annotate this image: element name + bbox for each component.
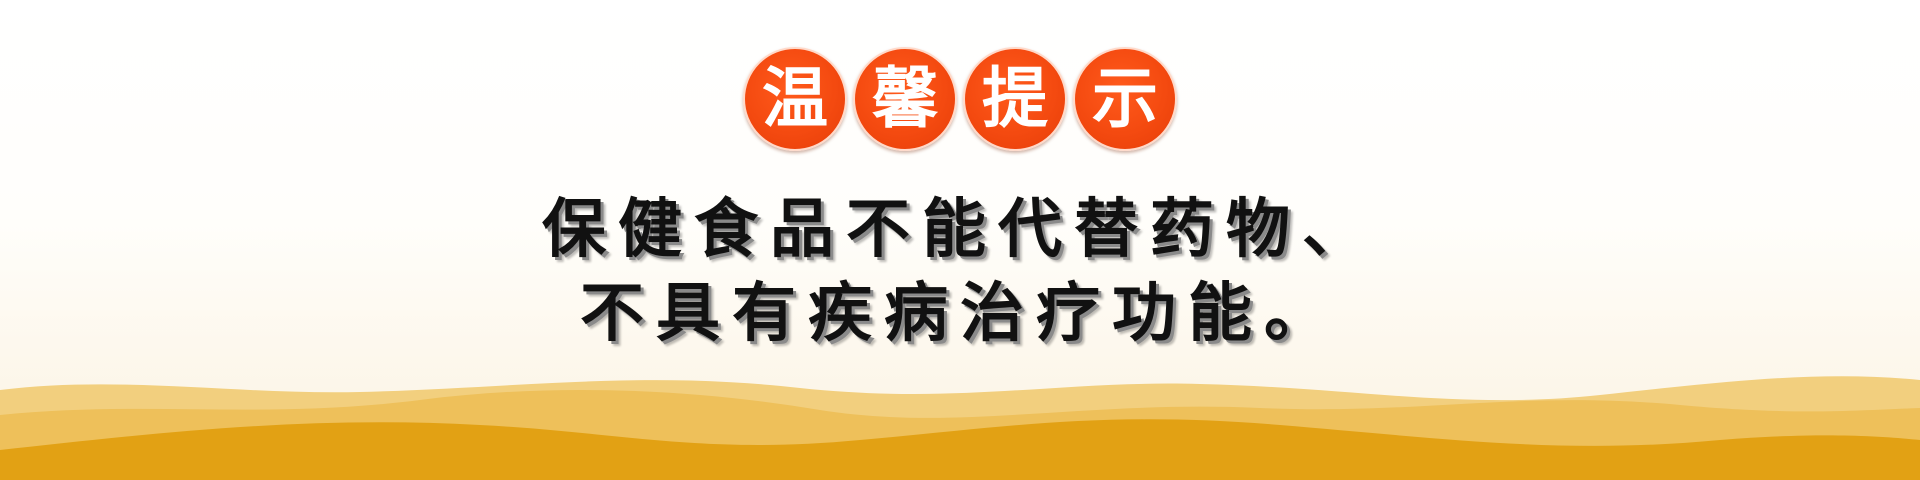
- wave-front: [0, 419, 1920, 480]
- decorative-waves: [0, 376, 1920, 480]
- heading-char-badge: 温: [743, 47, 847, 151]
- heading-char-badge: 馨: [853, 47, 957, 151]
- notice-line-1: 保健食品不能代替药物、: [542, 193, 1378, 267]
- notice-line-2: 不具有疾病治疗功能。: [580, 277, 1340, 351]
- heading-char-badge: 提: [963, 47, 1067, 151]
- heading-char-badge: 示: [1073, 47, 1177, 151]
- warm-tip-heading: 温 馨 提 示: [0, 47, 1920, 151]
